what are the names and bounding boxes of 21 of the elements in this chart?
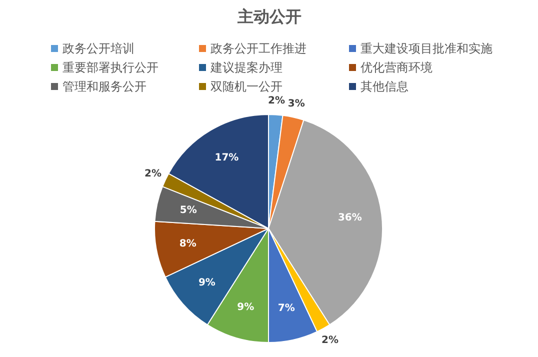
legend-label: 重要部署执行公开: [62, 60, 158, 74]
data-label: 3%: [288, 98, 305, 110]
legend-label: 政务公开工作推进: [210, 42, 306, 56]
data-label: 7%: [278, 303, 295, 314]
legend-label: 双随机一公开: [210, 80, 282, 94]
legend-label: 政务公开培训: [62, 42, 134, 56]
legend-label: 优化营商环境: [360, 60, 432, 74]
legend-label: 其他信息: [360, 80, 408, 94]
data-label: 2%: [322, 334, 339, 346]
data-label: 9%: [237, 302, 254, 313]
data-label: 5%: [180, 205, 197, 216]
legend-label: 管理和服务公开: [62, 80, 146, 94]
legend-label: 重大建设项目批准和实施: [360, 42, 492, 56]
chart-title: 主动公开: [236, 7, 302, 26]
data-label: 17%: [214, 152, 239, 164]
data-label: 36%: [338, 212, 362, 224]
data-label: 2%: [144, 168, 162, 180]
data-label: 9%: [198, 277, 216, 288]
data-label: 8%: [179, 238, 196, 250]
legend-label: 建议提案办理: [210, 60, 282, 74]
data-label: 2%: [268, 96, 286, 107]
